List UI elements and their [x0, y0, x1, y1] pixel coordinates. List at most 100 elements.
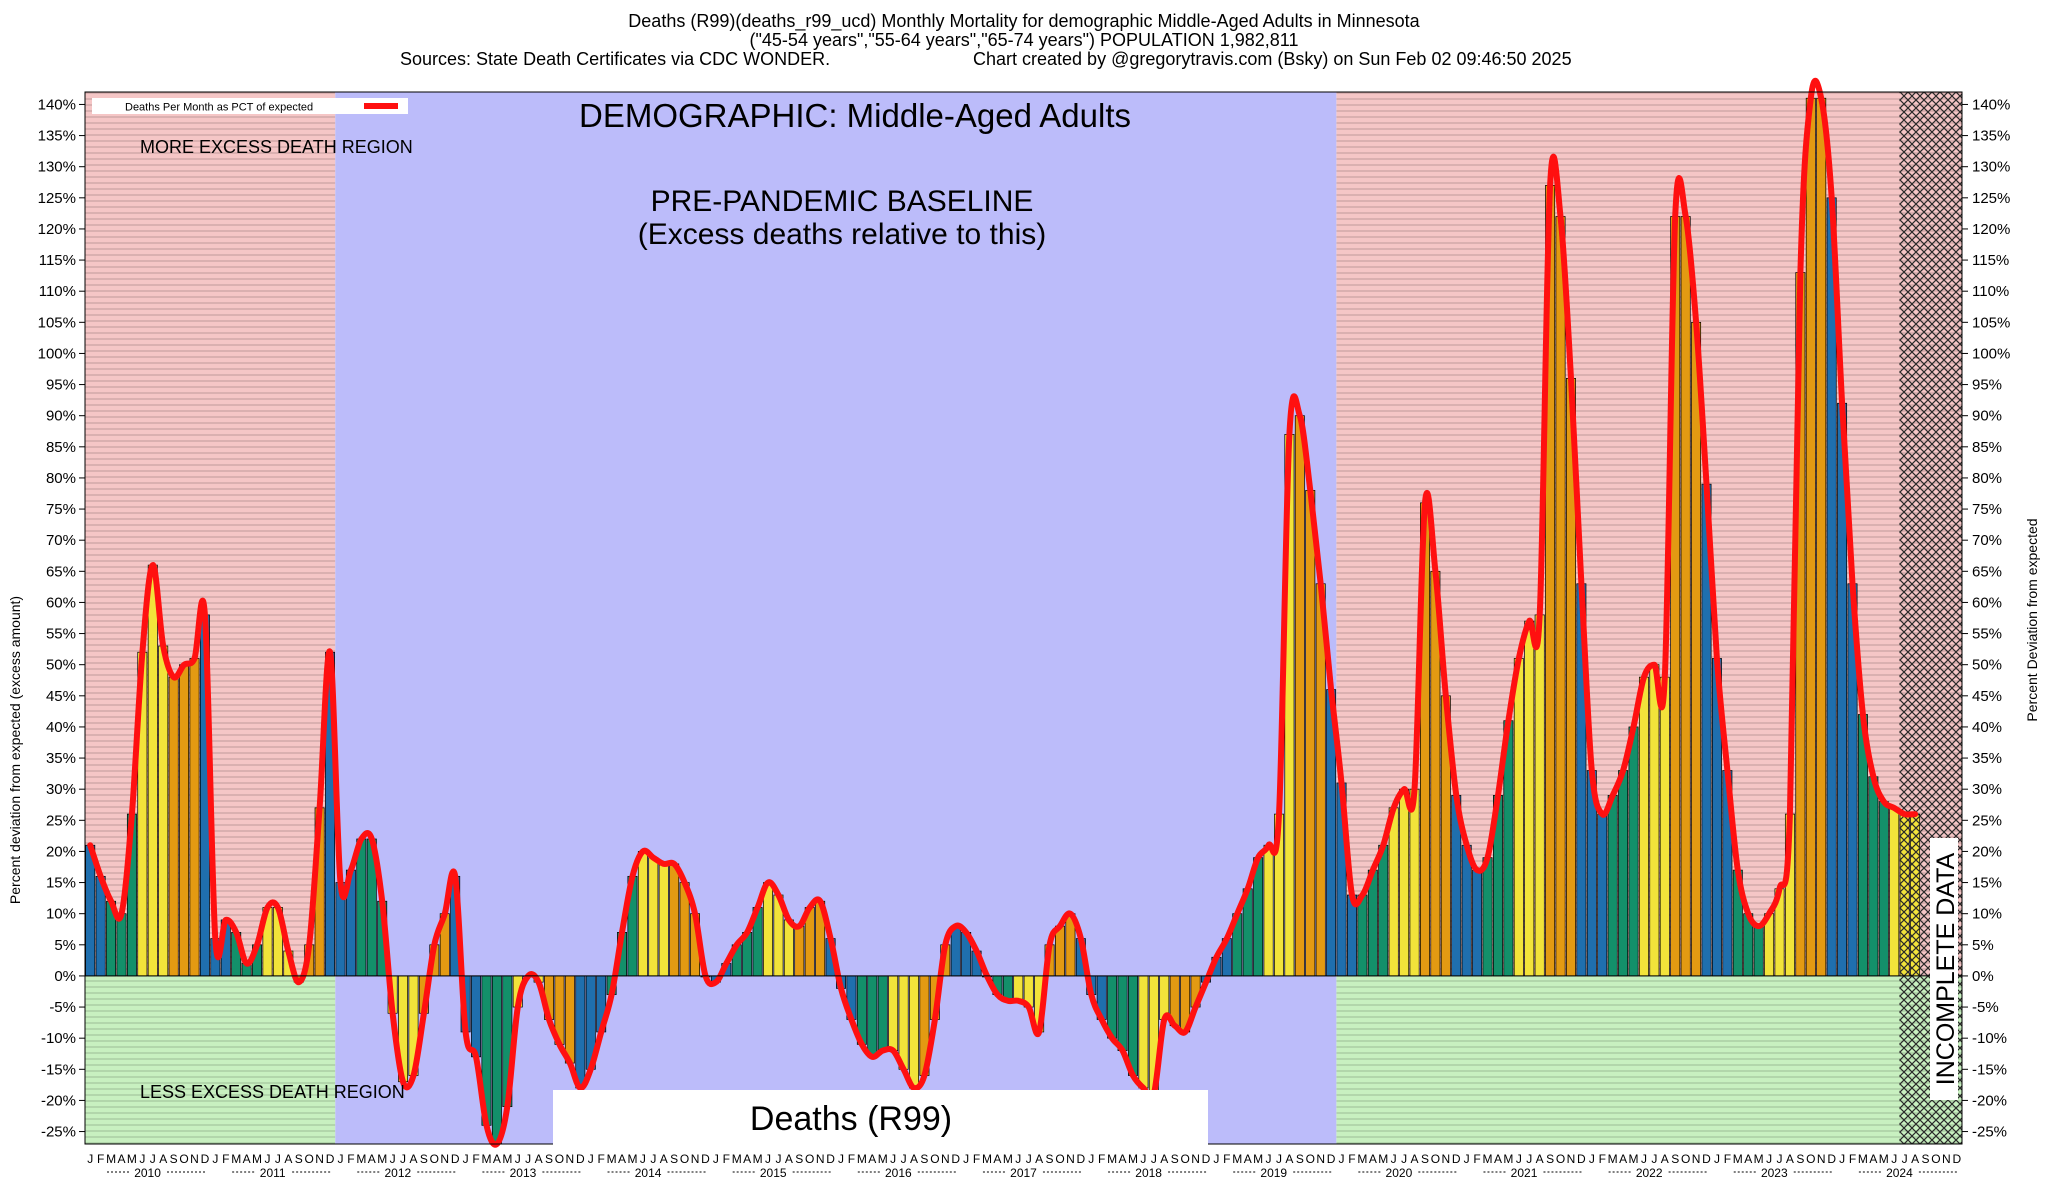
x-month-label: M	[1232, 1152, 1242, 1166]
x-month-label: J	[1015, 1152, 1021, 1166]
bar	[658, 863, 669, 977]
trend-line	[87, 78, 1919, 1148]
bar	[1305, 490, 1316, 977]
x-month-label: J	[1088, 1152, 1094, 1166]
x-month-label: N	[1817, 1152, 1826, 1166]
x-month-label: A	[1119, 1152, 1127, 1166]
y-tick-label-left: 65%	[46, 563, 76, 580]
bar	[909, 975, 919, 1089]
x-month-label: J	[1651, 1152, 1657, 1166]
x-month-label: M	[356, 1152, 366, 1166]
excess-region-hatch-2	[1336, 92, 1962, 976]
y-tick-label-left: 85%	[46, 439, 76, 456]
x-month-label: J	[1276, 1152, 1282, 1166]
x-month-label: D	[1952, 1152, 1961, 1166]
x-month-label: A	[493, 1152, 501, 1166]
x-month-label: D	[1827, 1152, 1836, 1166]
y-tick-label-right: 105%	[1972, 314, 2010, 331]
x-month-label: N	[941, 1152, 950, 1166]
x-month-label: M	[1879, 1152, 1889, 1166]
y-tick-label-left: 70%	[46, 532, 76, 549]
bar	[1357, 894, 1368, 977]
y-tick-label-right: 85%	[1972, 439, 2002, 456]
x-month-label: J	[1401, 1152, 1407, 1166]
x-month-label: F	[222, 1152, 229, 1166]
deficit-region-hatch-1	[85, 975, 336, 1144]
chart-sources: Sources: State Death Certificates via CD…	[400, 49, 831, 69]
bar	[471, 975, 482, 1058]
y-tick-label-left: 115%	[39, 252, 76, 269]
x-month-label: A	[868, 1152, 876, 1166]
y-tick-label-left: 120%	[38, 221, 76, 238]
x-month-label: A	[1536, 1152, 1544, 1166]
y-tick-label-right: -5%	[1972, 999, 1999, 1016]
legend-box	[92, 98, 408, 114]
x-month-label: A	[117, 1152, 125, 1166]
x-month-label: N	[1567, 1152, 1576, 1166]
legend-label: Deaths Per Month as PCT of expected	[125, 102, 313, 114]
x-month-label: D	[326, 1152, 335, 1166]
x-month-label: N	[315, 1152, 324, 1166]
y-tick-label-right: 35%	[1972, 750, 2002, 767]
x-month-label: F	[848, 1152, 855, 1166]
x-month-label: F	[1223, 1152, 1230, 1166]
bar	[669, 863, 680, 977]
x-month-label: F	[1849, 1152, 1856, 1166]
x-month-label: N	[1692, 1152, 1701, 1166]
x-month-label: J	[139, 1152, 145, 1166]
y-tick-label-left: 100%	[38, 345, 76, 362]
bar	[1055, 925, 1065, 977]
x-month-label: J	[1714, 1152, 1720, 1166]
x-year-label: 2021	[1511, 1166, 1538, 1180]
x-year-label: 2018	[1135, 1166, 1162, 1180]
x-year-label: 2011	[260, 1166, 286, 1180]
x-year-label: 2024	[1886, 1166, 1913, 1180]
x-month-label: M	[1483, 1152, 1493, 1166]
y-tick-label-right: 125%	[1972, 190, 2010, 207]
x-month-label: O	[1806, 1152, 1815, 1166]
x-month-label: F	[1473, 1152, 1480, 1166]
x-month-label: M	[1107, 1152, 1117, 1166]
x-month-label: A	[1911, 1152, 1919, 1166]
x-month-label: S	[1546, 1152, 1554, 1166]
x-month-label: O	[680, 1152, 689, 1166]
chart-title: Deaths (R99)(deaths_r99_ucd) Monthly Mor…	[628, 11, 1420, 31]
x-month-label: M	[627, 1152, 637, 1166]
y-tick-label-left: 0%	[54, 968, 76, 985]
x-month-label: O	[1931, 1152, 1940, 1166]
y-tick-label-right: 50%	[1972, 657, 2002, 674]
bar	[491, 975, 502, 1145]
x-month-label: M	[1858, 1152, 1868, 1166]
x-month-label: M	[732, 1152, 742, 1166]
bar	[1378, 844, 1389, 977]
y-tick-label-left: 40%	[46, 719, 76, 736]
y-tick-label-left: -20%	[41, 1092, 76, 1109]
y-tick-label-right: 70%	[1972, 532, 2002, 549]
chart-sources-row: Sources: State Death Certificates via CD…	[0, 50, 2048, 69]
x-month-label: J	[1641, 1152, 1647, 1166]
x-year-bg	[630, 1166, 667, 1178]
incomplete-label-bg	[1930, 838, 1958, 1100]
x-month-label: S	[670, 1152, 678, 1166]
x-year-label: 2012	[384, 1166, 411, 1180]
bar	[356, 838, 367, 977]
x-month-label: O	[1055, 1152, 1064, 1166]
x-month-label: S	[1796, 1152, 1804, 1166]
x-month-label: O	[305, 1152, 314, 1166]
x-month-label: F	[723, 1152, 730, 1166]
bar	[1409, 788, 1420, 977]
bar	[1294, 415, 1305, 977]
x-month-label: O	[1556, 1152, 1565, 1166]
legend: Deaths Per Month as PCT of expected	[92, 98, 408, 114]
bar	[1472, 869, 1483, 977]
x-month-label: M	[1503, 1152, 1513, 1166]
x-month-label: O	[1306, 1152, 1315, 1166]
x-year-label: 2016	[885, 1166, 912, 1180]
y-tick-label-left: 60%	[46, 594, 76, 611]
x-year-bg	[129, 1166, 166, 1178]
x-month-label: D	[1702, 1152, 1711, 1166]
x-month-label: A	[284, 1152, 292, 1166]
y-tick-label-left: 55%	[46, 626, 76, 643]
bar	[877, 975, 888, 1051]
x-month-label: S	[420, 1152, 428, 1166]
